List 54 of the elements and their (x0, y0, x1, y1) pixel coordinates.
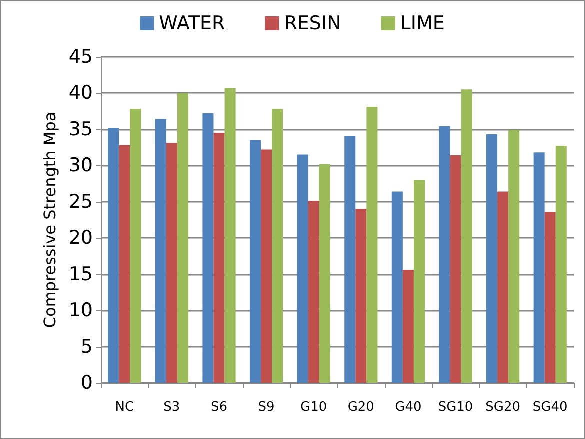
bar (108, 128, 120, 383)
x-tick-label: G20 (348, 400, 374, 415)
bar (250, 140, 262, 383)
y-tick-label: 20 (68, 227, 93, 250)
legend-label: RESIN (284, 12, 342, 34)
bar (402, 270, 414, 383)
bar (414, 180, 426, 383)
y-tick-label: 30 (68, 154, 93, 177)
y-tick-label: 35 (68, 118, 93, 140)
bar (508, 130, 520, 383)
y-tick-label: 15 (68, 263, 93, 286)
bar (366, 106, 378, 383)
bar (392, 192, 403, 383)
bar (119, 145, 130, 383)
bar (344, 136, 356, 383)
bar (308, 201, 320, 383)
x-tick-label: G10 (300, 400, 328, 415)
x-tick-label: NC (115, 400, 134, 415)
x-tick-label: SG40 (532, 400, 568, 415)
bar (356, 209, 367, 383)
y-tick-label: 0 (80, 372, 93, 394)
bar (498, 192, 509, 383)
bar (450, 156, 462, 383)
x-tick-label: G40 (395, 400, 422, 415)
x-tick-label: SG10 (438, 400, 474, 415)
x-tick-label: S3 (164, 400, 180, 415)
bar (534, 152, 545, 383)
y-tick-label: 10 (68, 300, 93, 322)
bar (319, 164, 330, 383)
bar (261, 150, 272, 383)
legend-label: LIME (400, 12, 445, 34)
bar (224, 88, 236, 383)
legend-label: WATER (159, 12, 226, 34)
bar (155, 119, 166, 383)
bar (461, 90, 472, 383)
bar (166, 143, 178, 383)
y-axis-title: Compressive Strength Mpa (40, 112, 60, 328)
bar (486, 134, 498, 383)
y-tick-label: 45 (68, 46, 93, 68)
bar (297, 154, 308, 383)
bar (556, 146, 567, 383)
bar (130, 109, 142, 383)
bar (214, 133, 225, 383)
bar (177, 93, 189, 383)
y-tick-label: 40 (68, 82, 93, 104)
bar (272, 109, 284, 383)
y-tick-label: 5 (80, 336, 93, 358)
bar (202, 114, 214, 383)
y-tick-label: 25 (68, 190, 93, 213)
x-tick-label: S9 (258, 400, 275, 415)
x-tick-label: SG20 (486, 400, 520, 415)
x-tick-label: S6 (210, 400, 228, 415)
bar (439, 126, 450, 383)
bar (544, 212, 556, 383)
